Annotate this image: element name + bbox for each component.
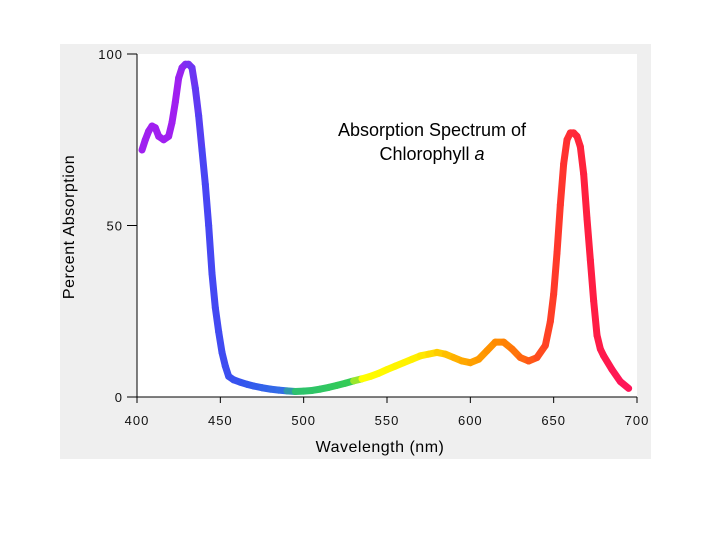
y-ticks: 0 50 100 xyxy=(98,47,137,405)
curve-segment xyxy=(211,304,223,336)
curve-segment xyxy=(198,146,209,188)
curve-segment xyxy=(191,84,203,120)
x-ticks: 400 450 500 550 600 650 700 xyxy=(125,397,650,428)
curve-segment xyxy=(208,270,219,312)
y-tick-label: 50 xyxy=(107,219,123,234)
y-tick-label: 0 xyxy=(115,390,123,405)
curve-segment xyxy=(616,378,633,392)
x-tick-label: 550 xyxy=(375,413,400,428)
curve-segment xyxy=(586,256,598,305)
curve-segment xyxy=(583,215,594,264)
curve-segment xyxy=(580,170,591,223)
curve-segment xyxy=(201,180,213,229)
curve-segment xyxy=(205,222,216,278)
x-tick-label: 500 xyxy=(291,413,316,428)
curve-segment xyxy=(541,318,554,350)
curve-segment xyxy=(553,201,564,257)
y-tick-label: 100 xyxy=(98,47,123,62)
x-tick-label: 400 xyxy=(125,413,150,428)
absorption-curve xyxy=(138,60,633,396)
curve-segment xyxy=(550,249,561,298)
y-axis-title: Percent Absorption xyxy=(61,155,78,299)
x-axis-title: Wavelength (nm) xyxy=(316,439,445,456)
curve-segment xyxy=(590,297,601,339)
curve-segment xyxy=(171,74,183,106)
chart-title-line2-text: Chlorophyll xyxy=(379,144,474,164)
curve-segment xyxy=(556,160,568,209)
chart-title-line2: Chlorophyll a xyxy=(379,144,484,164)
chart-figure: 0 50 100 400 450 500 550 600 650 700 Absorption … xyxy=(60,44,651,459)
chart-title-line1: Absorption Spectrum of xyxy=(338,120,527,140)
chart-title-italic: a xyxy=(475,144,485,164)
absorption-chart: 0 50 100 400 450 500 550 600 650 700 Absorption … xyxy=(61,47,650,456)
curve-segment xyxy=(560,136,571,168)
x-tick-label: 600 xyxy=(458,413,483,428)
curve-segment xyxy=(195,112,206,154)
curve-segment xyxy=(576,143,588,178)
curve-segment xyxy=(546,290,558,326)
x-tick-label: 650 xyxy=(541,413,566,428)
x-tick-label: 450 xyxy=(208,413,233,428)
x-tick-label: 700 xyxy=(625,413,650,428)
